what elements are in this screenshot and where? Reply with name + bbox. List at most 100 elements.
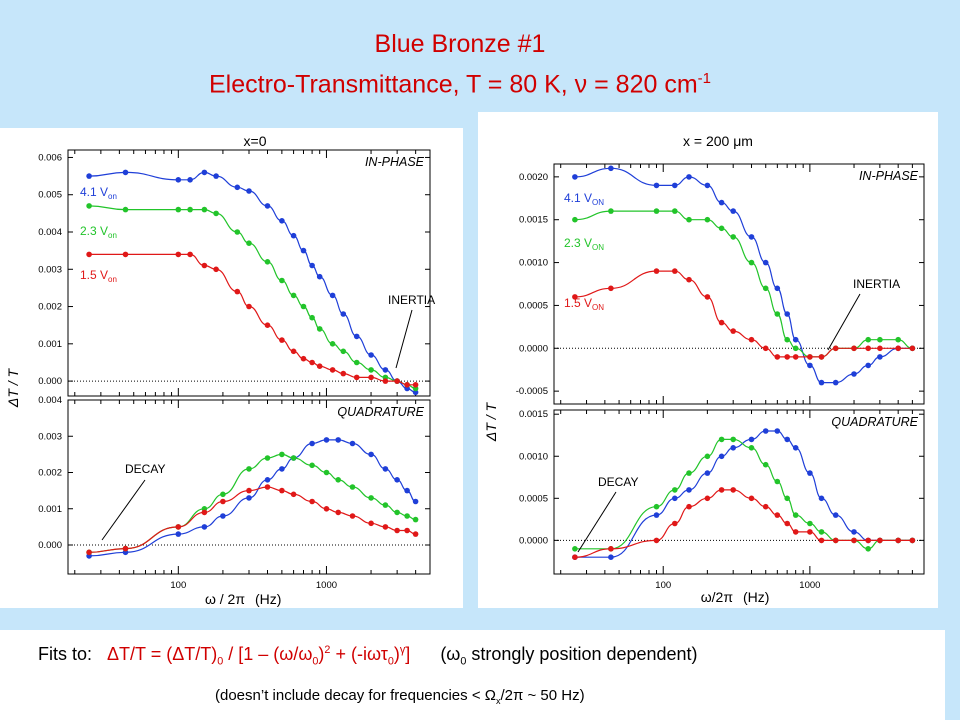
data-point-red bbox=[572, 294, 578, 300]
data-point-blue bbox=[792, 445, 799, 451]
data-point-green bbox=[309, 462, 315, 469]
data-point-green bbox=[187, 206, 193, 213]
data-point-blue bbox=[309, 440, 315, 447]
data-point-red bbox=[718, 487, 725, 493]
in-phase-frame bbox=[553, 163, 925, 405]
data-point-green bbox=[774, 478, 781, 485]
fit-footer: Fits to: ΔT/T = (ΔT/T)0 / [1 – (ω/ω0)2 +… bbox=[0, 630, 945, 720]
decay-label: DECAY bbox=[598, 475, 638, 489]
voltage-label-blue: 4.1 Von bbox=[80, 185, 117, 201]
in-phase-label: IN-PHASE bbox=[859, 169, 919, 183]
data-point-red bbox=[353, 374, 360, 381]
x-axis-unit: (Hz) bbox=[255, 591, 281, 607]
in-phase-plot: 0.006 0.005 0.004 0.003 0.002 0.001 0.000 IN-PH… bbox=[38, 149, 431, 397]
data-point-red bbox=[175, 251, 182, 258]
data-point-red bbox=[909, 537, 916, 544]
data-point-green bbox=[608, 208, 614, 214]
data-point-blue bbox=[279, 466, 285, 472]
data-point-blue bbox=[653, 512, 660, 518]
data-point-green bbox=[329, 341, 336, 347]
y-tick-label: 0.002 bbox=[38, 468, 62, 479]
data-point-green bbox=[653, 503, 660, 510]
data-point-blue bbox=[877, 354, 883, 360]
fits-label: Fits to: bbox=[38, 644, 93, 664]
data-point-blue bbox=[774, 285, 781, 292]
y-tick-label: 0.0000 bbox=[519, 343, 548, 354]
data-point-green bbox=[340, 348, 347, 355]
data-point-green bbox=[784, 495, 790, 502]
data-point-blue bbox=[865, 362, 871, 369]
data-point-blue bbox=[818, 495, 825, 502]
data-point-green bbox=[730, 234, 736, 240]
data-point-blue bbox=[340, 311, 347, 317]
data-point-red bbox=[704, 495, 711, 502]
data-point-blue bbox=[851, 371, 857, 377]
data-point-green bbox=[264, 259, 271, 265]
data-point-red bbox=[807, 354, 813, 360]
voltage-label-blue: 4.1 VON bbox=[564, 191, 604, 207]
data-point-green bbox=[784, 336, 790, 343]
data-point-green bbox=[730, 436, 736, 443]
data-point-blue bbox=[686, 487, 692, 493]
data-point-blue bbox=[246, 188, 252, 194]
data-point-red bbox=[895, 345, 901, 352]
data-point-red bbox=[865, 345, 871, 352]
data-point-red bbox=[404, 527, 410, 534]
data-point-green bbox=[220, 491, 226, 498]
y-tick-label: 0.0005 bbox=[519, 493, 548, 504]
data-point-blue bbox=[187, 177, 193, 183]
data-point-red bbox=[382, 378, 389, 384]
fit-curve-blue bbox=[89, 171, 416, 393]
data-point-blue bbox=[807, 470, 813, 476]
data-point-blue bbox=[201, 524, 208, 530]
decay-arrow bbox=[577, 491, 617, 553]
data-point-blue bbox=[762, 259, 769, 266]
x-axis-label: ω/2π bbox=[701, 589, 734, 605]
data-point-green bbox=[404, 513, 410, 519]
data-point-red bbox=[730, 487, 736, 493]
data-point-blue bbox=[762, 428, 769, 434]
y-tick-label: 0.0010 bbox=[519, 258, 548, 269]
data-point-red bbox=[748, 495, 755, 502]
quadrature-frame bbox=[553, 409, 925, 575]
data-point-red bbox=[686, 276, 692, 283]
fit-curve-blue bbox=[574, 167, 913, 384]
data-point-blue bbox=[86, 173, 92, 179]
fit-formula: ΔT/T = (ΔT/T)0 / [1 – (ω/ω0)2 + (-iωτ0)γ… bbox=[107, 644, 411, 668]
data-point-red bbox=[818, 537, 825, 544]
decay-arrow bbox=[101, 479, 146, 541]
fit-curve-red bbox=[574, 489, 913, 558]
data-point-red bbox=[264, 484, 271, 490]
data-point-red bbox=[404, 382, 410, 388]
y-tick-label: 0.005 bbox=[38, 190, 62, 201]
data-point-blue bbox=[784, 311, 790, 317]
data-point-blue bbox=[404, 487, 410, 494]
data-point-blue bbox=[264, 203, 271, 209]
fit-curve-red bbox=[89, 253, 416, 386]
data-point-red bbox=[608, 285, 614, 292]
fit-curve-green bbox=[89, 205, 416, 390]
data-point-red bbox=[122, 251, 129, 258]
data-point-blue bbox=[818, 379, 825, 386]
data-point-green bbox=[279, 277, 285, 284]
subtitle-sup: -1 bbox=[697, 70, 711, 87]
data-point-blue bbox=[672, 495, 678, 502]
inertia-arrow bbox=[395, 309, 413, 369]
data-point-red bbox=[832, 345, 839, 352]
x-tick-label: 100 bbox=[170, 580, 186, 591]
y-axis-label: ΔT / T bbox=[483, 401, 499, 442]
inertia-label: INERTIA bbox=[388, 293, 435, 307]
data-point-blue bbox=[704, 470, 711, 476]
data-point-red bbox=[335, 509, 342, 516]
data-point-green bbox=[686, 216, 692, 223]
data-point-blue bbox=[368, 451, 374, 458]
data-point-red bbox=[909, 345, 916, 352]
slide-title: Blue Bronze #1 bbox=[374, 30, 546, 58]
y-tick-label: -0.0005 bbox=[516, 386, 548, 397]
x-axis-label: ω / 2π bbox=[205, 591, 245, 607]
in-phase-label: IN-PHASE bbox=[365, 155, 425, 169]
voltage-label-green: 2.3 VON bbox=[564, 236, 604, 252]
data-point-green bbox=[122, 206, 129, 213]
decay-note: (doesn’t include decay for frequencies <… bbox=[215, 687, 585, 706]
